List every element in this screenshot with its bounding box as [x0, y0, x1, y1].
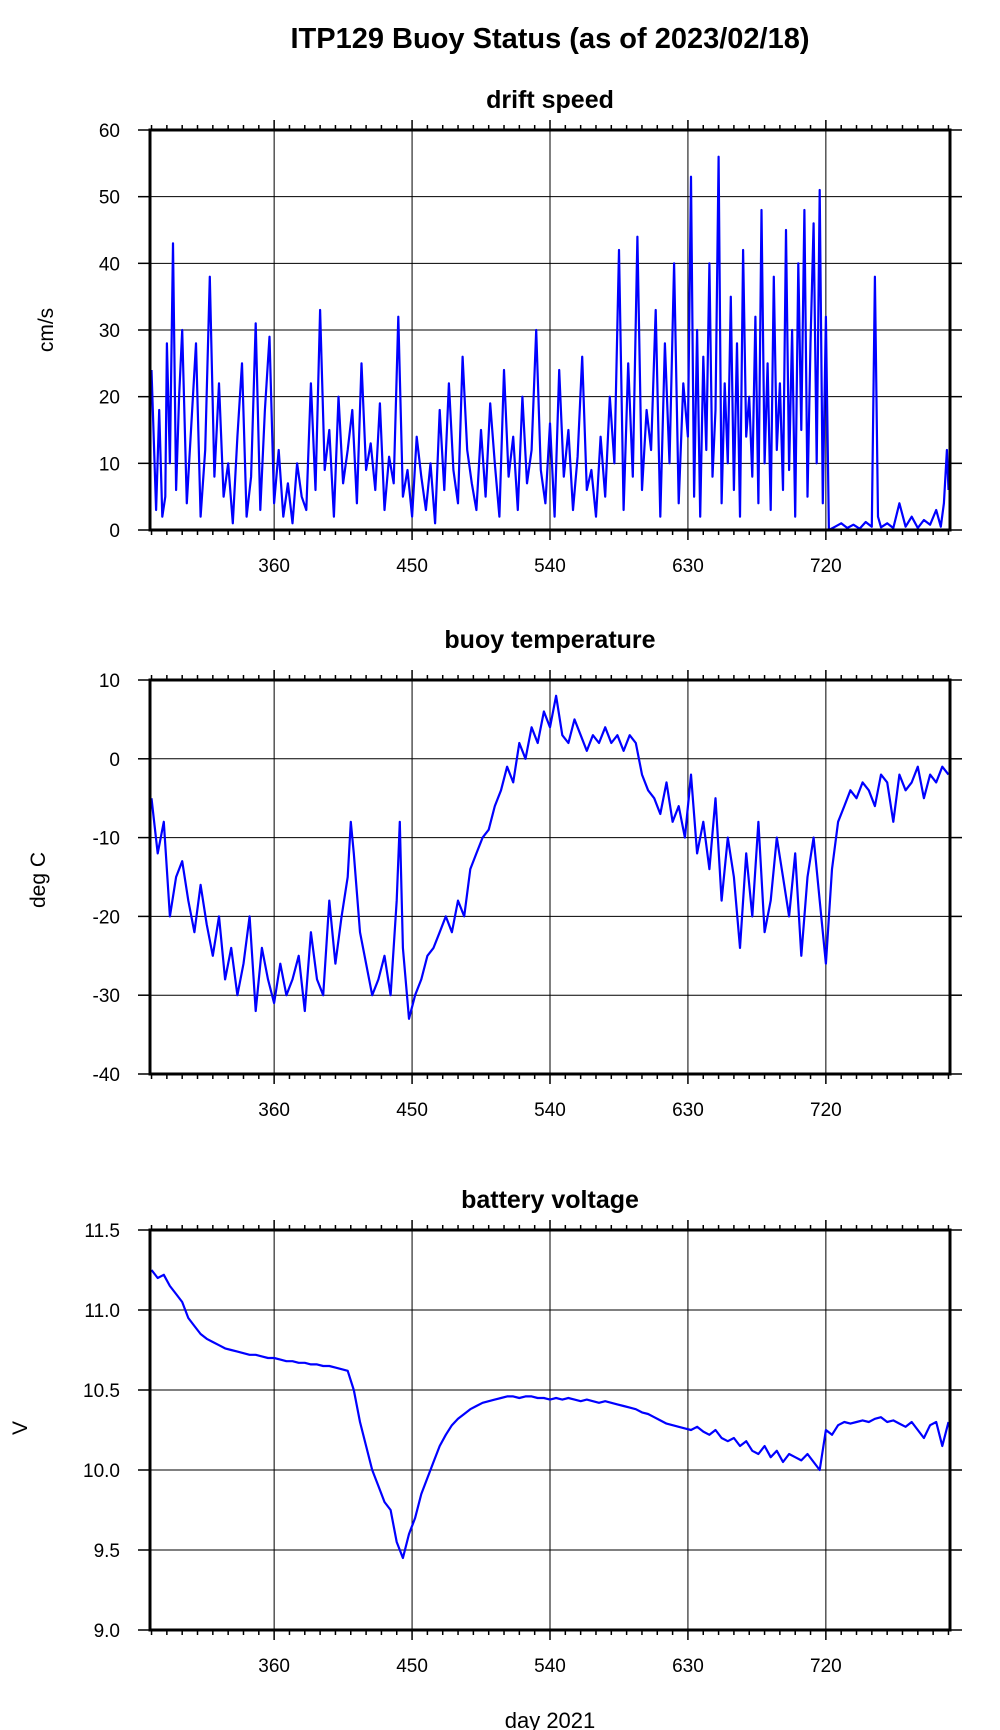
- panel-title-battery-voltage: battery voltage: [461, 1186, 639, 1214]
- y-tick-label-drift-speed-2: 20: [99, 388, 120, 409]
- y-tick-label-drift-speed-4: 40: [99, 254, 120, 275]
- series-line-buoy-temperature-0: [150, 694, 950, 1020]
- figure-title: ITP129 Buoy Status (as of 2023/02/18): [291, 23, 810, 55]
- x-tick-label-buoy-temperature-2: 540: [534, 1100, 566, 1121]
- x-tick-label-drift-speed-4: 720: [810, 556, 842, 577]
- y-tick-label-drift-speed-5: 50: [99, 188, 120, 209]
- x-tick-label-buoy-temperature-0: 360: [258, 1100, 290, 1121]
- panel-battery-voltage: battery voltage V 360 450 540 630 720 9.0 9.5 1…: [9, 1186, 962, 1677]
- series-line-battery-voltage-0: [150, 1269, 950, 1560]
- x-tick-label-battery-voltage-3: 630: [672, 1656, 704, 1677]
- panel-drift-speed: drift speed cm/s 360 450 540 630 720 0 10 20 30 4…: [35, 86, 962, 577]
- plot-frame-battery-voltage: [148, 1228, 952, 1632]
- x-tick-label-buoy-temperature-4: 720: [810, 1100, 842, 1121]
- panel-buoy-temperature: buoy temperature deg C 360 450 540 630 720 -4…: [27, 626, 962, 1121]
- y-tick-label-battery-voltage-0: 9.0: [94, 1621, 120, 1642]
- x-tick-label-battery-voltage-2: 540: [534, 1656, 566, 1677]
- y-tick-label-battery-voltage-1: 9.5: [94, 1541, 120, 1562]
- y-tick-label-battery-voltage-5: 11.5: [84, 1221, 120, 1242]
- panel-title-buoy-temperature: buoy temperature: [444, 626, 655, 654]
- x-tick-label-drift-speed-0: 360: [258, 556, 290, 577]
- plot-frame-buoy-temperature: [148, 678, 952, 1076]
- x-tick-label-battery-voltage-4: 720: [810, 1656, 842, 1677]
- y-tick-label-drift-speed-3: 30: [99, 321, 120, 342]
- x-axis-label: day 2021: [505, 1708, 596, 1730]
- y-tick-label-battery-voltage-3: 10.5: [83, 1381, 120, 1402]
- y-tick-label-drift-speed-0: 0: [109, 521, 120, 542]
- y-tick-label-buoy-temperature-5: 10: [99, 671, 120, 692]
- x-tick-label-drift-speed-2: 540: [534, 556, 566, 577]
- x-tick-label-buoy-temperature-1: 450: [396, 1100, 428, 1121]
- y-tick-label-battery-voltage-4: 11.0: [84, 1301, 120, 1322]
- y-tick-label-drift-speed-6: 60: [99, 121, 120, 142]
- x-tick-label-buoy-temperature-3: 630: [672, 1100, 704, 1121]
- x-tick-label-drift-speed-3: 630: [672, 556, 704, 577]
- y-tick-label-buoy-temperature-4: 0: [109, 750, 120, 771]
- x-tick-label-battery-voltage-0: 360: [258, 1656, 290, 1677]
- series-line-drift-speed-0: [150, 155, 950, 532]
- y-tick-label-drift-speed-1: 10: [99, 454, 120, 475]
- y-tick-label-buoy-temperature-2: -20: [93, 907, 120, 928]
- plot-frame-drift-speed: [148, 128, 952, 532]
- panel-title-drift-speed: drift speed: [486, 86, 614, 114]
- x-tick-label-battery-voltage-1: 450: [396, 1656, 428, 1677]
- y-tick-label-buoy-temperature-0: -40: [93, 1065, 120, 1086]
- y-tick-label-buoy-temperature-1: -30: [93, 986, 120, 1007]
- y-axis-label-drift-speed: cm/s: [35, 308, 58, 352]
- x-tick-label-drift-speed-1: 450: [396, 556, 428, 577]
- y-tick-label-battery-voltage-2: 10.0: [83, 1461, 120, 1482]
- y-axis-label-buoy-temperature: deg C: [27, 852, 50, 908]
- y-axis-label-battery-voltage: V: [9, 1421, 32, 1435]
- y-tick-label-buoy-temperature-3: -10: [93, 829, 120, 850]
